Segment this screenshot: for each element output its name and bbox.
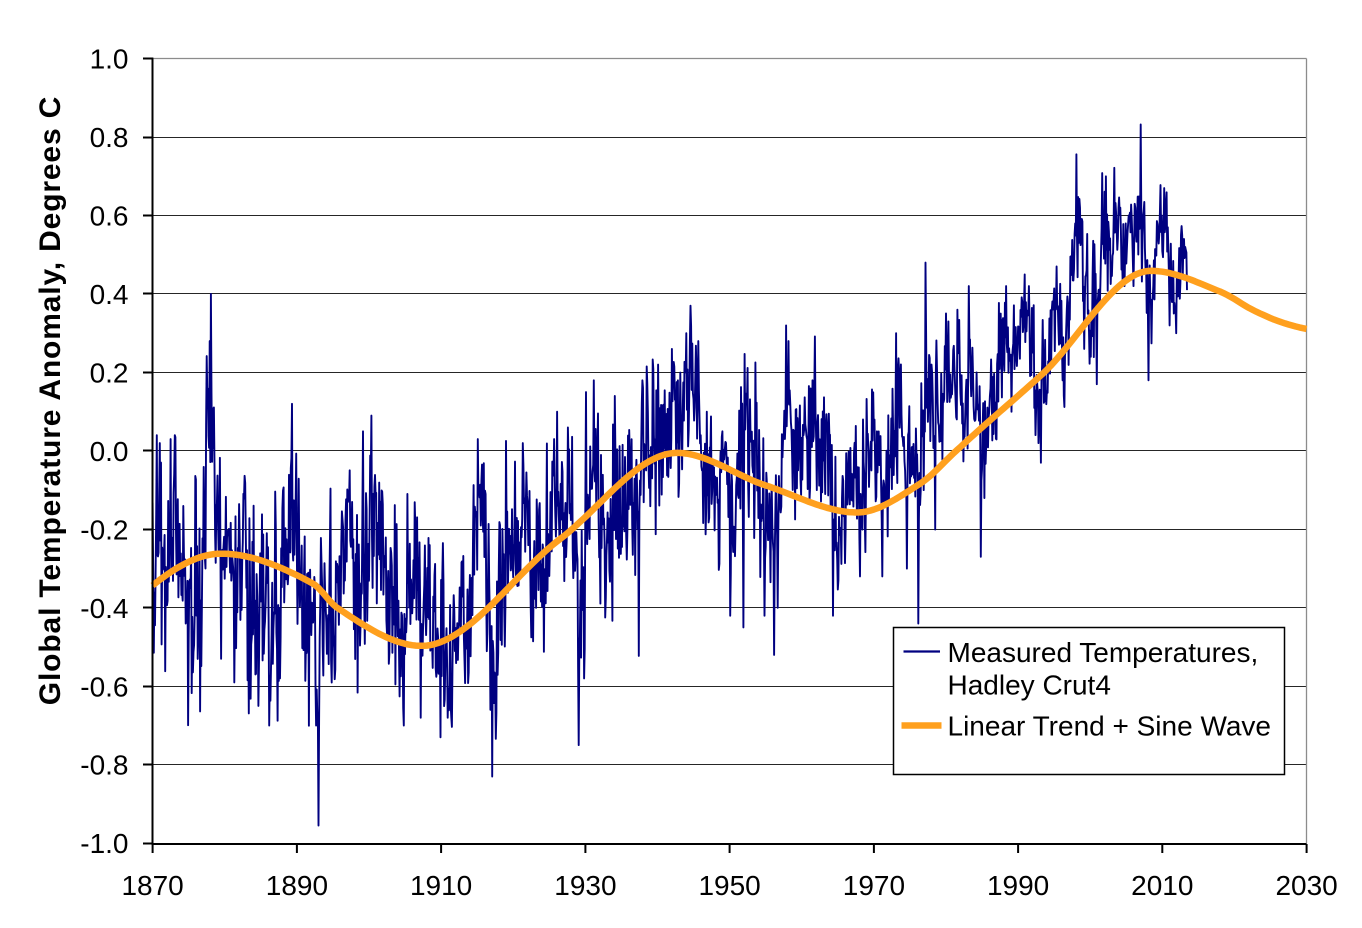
svg-text:1990: 1990 <box>987 870 1049 901</box>
svg-text:-0.2: -0.2 <box>80 514 128 545</box>
svg-text:Measured Temperatures,: Measured Temperatures, <box>948 637 1259 668</box>
svg-text:Linear Trend + Sine Wave: Linear Trend + Sine Wave <box>948 711 1271 742</box>
svg-text:1890: 1890 <box>266 870 328 901</box>
svg-text:-0.4: -0.4 <box>80 593 128 624</box>
svg-text:1910: 1910 <box>410 870 472 901</box>
svg-text:-1.0: -1.0 <box>80 828 128 859</box>
svg-text:2010: 2010 <box>1131 870 1193 901</box>
svg-text:0.2: 0.2 <box>90 357 129 388</box>
svg-text:Global Temperature Anomaly, De: Global Temperature Anomaly, Degrees C <box>34 96 67 705</box>
svg-text:1870: 1870 <box>121 870 183 901</box>
svg-text:-0.6: -0.6 <box>80 671 128 702</box>
svg-text:1970: 1970 <box>843 870 905 901</box>
svg-text:0.4: 0.4 <box>90 279 129 310</box>
svg-text:Hadley Crut4: Hadley Crut4 <box>948 669 1111 700</box>
svg-text:0.6: 0.6 <box>90 201 129 232</box>
svg-text:1930: 1930 <box>554 870 616 901</box>
svg-text:1.0: 1.0 <box>90 44 129 75</box>
svg-text:0.8: 0.8 <box>90 122 129 153</box>
svg-text:0.0: 0.0 <box>90 436 129 467</box>
svg-text:-0.8: -0.8 <box>80 750 128 781</box>
svg-text:1950: 1950 <box>698 870 760 901</box>
svg-text:2030: 2030 <box>1275 870 1337 901</box>
